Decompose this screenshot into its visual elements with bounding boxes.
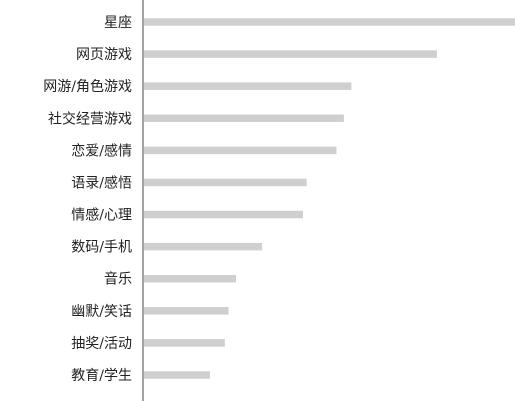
bar-7 [144,210,303,219]
category-label-3: 网游/角色游戏 [43,78,132,95]
bar-8 [144,242,263,251]
category-label-2: 网页游戏 [76,47,132,63]
bar-6 [144,178,307,187]
category-label-5: 恋爱/感情 [71,142,132,159]
bar-5 [144,146,337,155]
bar-1 [144,18,515,26]
category-label-8: 数码/手机 [71,240,132,256]
bar-3 [144,82,352,90]
category-label-7: 情感/心理 [71,207,132,224]
category-label-6: 语录/感悟 [71,174,132,191]
bar-12 [144,371,210,379]
bar-10 [144,307,229,315]
category-label-11: 抽奖/活动 [71,335,132,352]
category-label-12: 教育/学生 [71,368,132,384]
bar-11 [144,339,225,347]
bar-2 [144,50,437,58]
category-label-9: 音乐 [104,271,132,288]
category-label-1: 星座 [104,15,132,31]
bar-4 [144,114,344,123]
category-label-10: 幽默/笑话 [71,304,132,320]
bar-9 [144,274,236,283]
category-labels-layer: 星座网页游戏网游/角色游戏社交经营游戏恋爱/感情语录/感悟情感/心理数码/手机音… [43,15,132,384]
category-label-4: 社交经营游戏 [48,110,132,127]
bars-layer [144,18,515,379]
